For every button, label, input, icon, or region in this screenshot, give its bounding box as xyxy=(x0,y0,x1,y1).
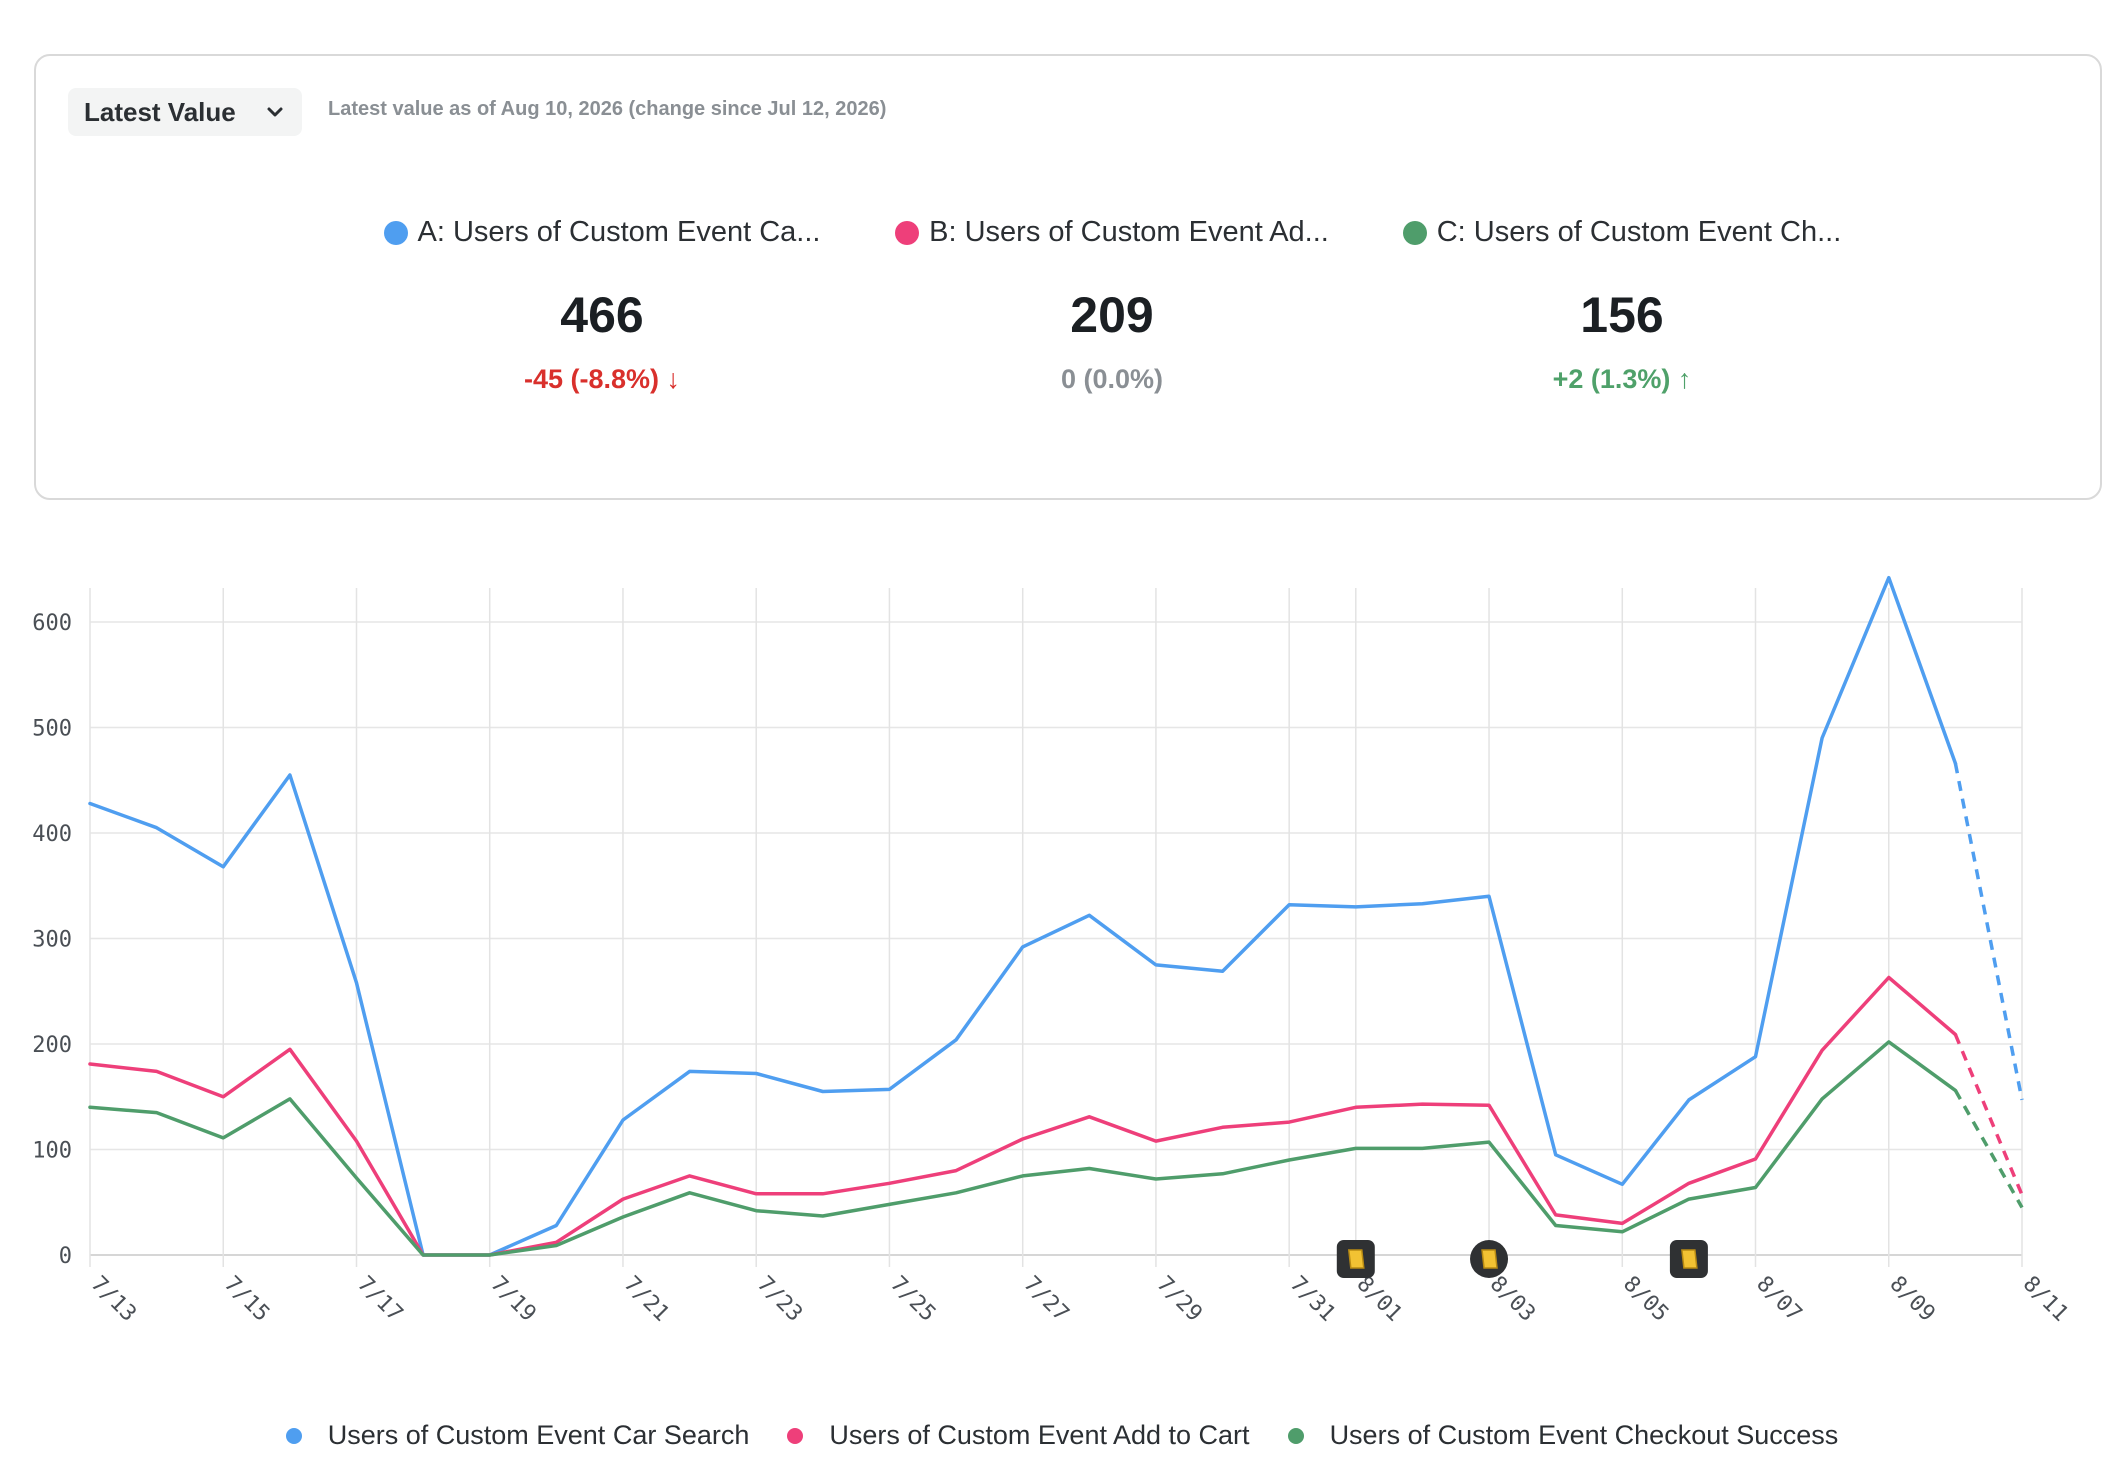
metric-b: B: Users of Custom Event Ad... 209 0 (0.… xyxy=(852,216,1372,395)
series-line-forecast-2 xyxy=(1953,1089,2024,1209)
dropdown-label: Latest Value xyxy=(84,96,236,127)
line-chart: 0 100 200 300 400 500 600 7/13 7/15 7/17 7/19 7/21 7… xyxy=(32,575,2073,1327)
note-icon xyxy=(1681,1249,1698,1269)
y-tick-label: 100 xyxy=(32,1139,72,1164)
y-tick-label: 500 xyxy=(32,717,72,742)
x-tick-label: 7/25 xyxy=(885,1272,940,1327)
metric-b-name: B: Users of Custom Event Ad... xyxy=(929,216,1329,248)
note-icon xyxy=(1347,1249,1365,1269)
y-tick-label: 300 xyxy=(32,928,72,953)
metric-b-dot xyxy=(895,220,920,245)
legend-label-add-to-cart: Users of Custom Event Add to Cart xyxy=(829,1420,1250,1450)
x-tick-label: 7/17 xyxy=(352,1272,407,1327)
chevron-down-icon xyxy=(267,107,283,117)
note-icon xyxy=(1481,1249,1498,1269)
legend-dot-checkout-success xyxy=(1287,1427,1304,1444)
legend-label-car-search: Users of Custom Event Car Search xyxy=(327,1420,750,1450)
x-tick-label: 7/19 xyxy=(485,1272,540,1327)
x-tick-label: 7/21 xyxy=(619,1272,674,1327)
metric-a: A: Users of Custom Event Ca... 466 -45 (… xyxy=(342,216,862,395)
x-tick-label: 7/27 xyxy=(1018,1272,1073,1327)
series-line-1 xyxy=(88,975,1958,1257)
x-tick-label: 8/07 xyxy=(1751,1272,1806,1327)
y-tick-label: 0 xyxy=(59,1244,72,1269)
metric-a-change: -45 (-8.8%) ↓ xyxy=(523,363,681,394)
series-line-forecast-0 xyxy=(1953,763,2024,1101)
metric-c-change: +2 (1.3%) ↑ xyxy=(1552,363,1692,394)
metric-a-dot xyxy=(383,220,408,245)
y-tick-label: 200 xyxy=(32,1033,72,1058)
chart-legend: Users of Custom Event Car Search Users o… xyxy=(0,1420,2124,1451)
legend-dot-add-to-cart xyxy=(787,1427,804,1444)
metric-c-name: C: Users of Custom Event Ch... xyxy=(1436,216,1842,248)
x-tick-label: 8/09 xyxy=(1885,1272,1940,1327)
metric-a-value: 466 xyxy=(560,286,644,343)
latest-value-card: Latest Value Latest value as of Aug 10, … xyxy=(34,54,2102,500)
y-tick-label: 600 xyxy=(32,611,72,636)
latest-value-dropdown[interactable]: Latest Value xyxy=(68,88,302,136)
x-tick-label: 7/13 xyxy=(86,1272,141,1327)
legend-item-checkout-success[interactable]: Users of Custom Event Checkout Success xyxy=(1287,1420,1839,1451)
metric-b-value: 209 xyxy=(1070,286,1154,343)
metric-c-value: 156 xyxy=(1580,286,1664,343)
x-tick-label: 7/29 xyxy=(1152,1272,1207,1327)
x-tick-label: 8/11 xyxy=(2018,1272,2073,1327)
x-tick-label: 7/31 xyxy=(1285,1272,1340,1327)
x-tick-label: 7/23 xyxy=(752,1272,807,1327)
series-line-0 xyxy=(88,575,1958,1257)
series-line-2 xyxy=(88,1040,1958,1257)
latest-value-subtitle: Latest value as of Aug 10, 2026 (change … xyxy=(328,98,887,120)
series-line-forecast-1 xyxy=(1953,1033,2024,1196)
metric-c: C: Users of Custom Event Ch... 156 +2 (1… xyxy=(1362,216,1882,395)
legend-dot-car-search xyxy=(285,1427,302,1444)
legend-label-checkout-success: Users of Custom Event Checkout Success xyxy=(1329,1420,1839,1450)
legend-item-add-to-cart[interactable]: Users of Custom Event Add to Cart xyxy=(787,1420,1250,1451)
y-tick-label: 400 xyxy=(32,822,72,847)
metric-b-change: 0 (0.0%) xyxy=(1060,363,1164,394)
x-tick-label: 8/03 xyxy=(1485,1272,1540,1327)
x-tick-label: 7/15 xyxy=(219,1272,274,1327)
metric-c-dot xyxy=(1402,220,1427,245)
x-tick-label: 8/01 xyxy=(1352,1272,1407,1327)
legend-item-car-search[interactable]: Users of Custom Event Car Search xyxy=(285,1420,750,1451)
metric-a-name: A: Users of Custom Event Ca... xyxy=(417,216,821,248)
x-tick-label: 8/05 xyxy=(1618,1272,1673,1327)
